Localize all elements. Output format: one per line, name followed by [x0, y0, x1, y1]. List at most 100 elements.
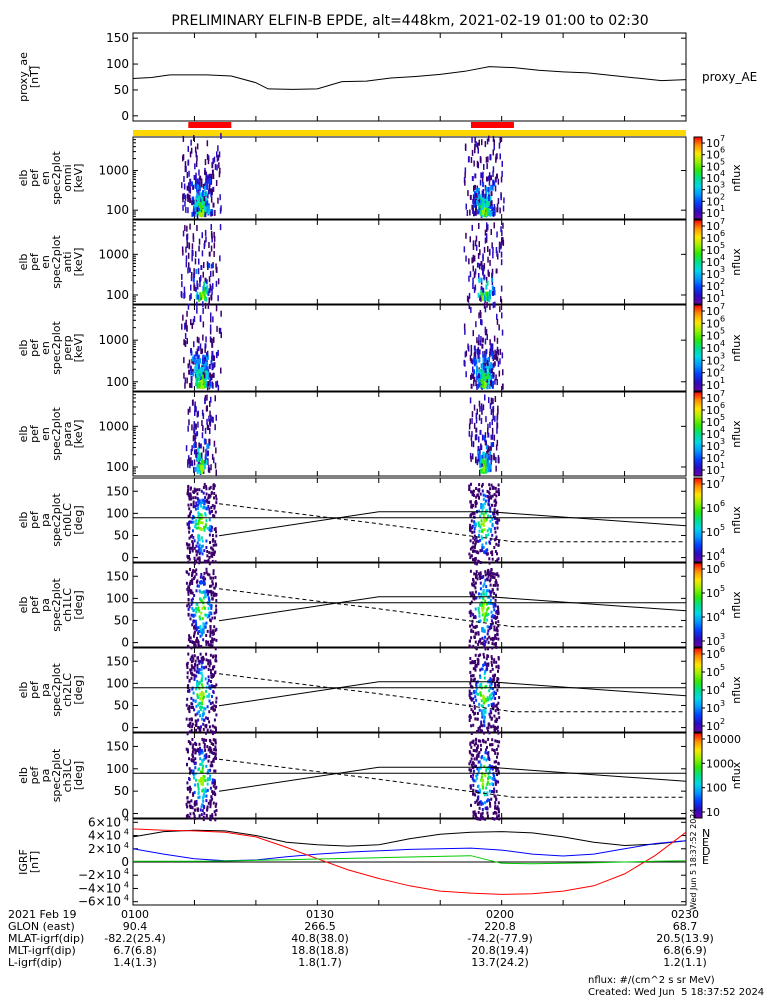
spec-pixel [187, 514, 190, 518]
spec-pixel [198, 630, 201, 633]
spec-pixel [491, 419, 493, 426]
spec-pixel [500, 285, 503, 292]
spec-pixel [498, 457, 500, 464]
spec-pixel [196, 307, 198, 314]
footer-value: 220.8 [484, 920, 516, 933]
spec-pixel [215, 447, 217, 454]
spec-pixel [189, 487, 192, 491]
spec-pixel [470, 753, 473, 757]
spec-pixel [487, 726, 490, 730]
spec-pixel [212, 158, 214, 165]
spec-pixel [475, 244, 478, 251]
spec-pixel [473, 691, 476, 695]
spec-pixel [197, 535, 200, 539]
spec-pixel [209, 400, 211, 407]
spec-pixel [472, 630, 475, 634]
spec-pixel [197, 459, 200, 465]
spec-pixel [194, 211, 197, 217]
science-zone-bar-1 [470, 122, 514, 128]
spec-pixel [480, 709, 483, 713]
spec-pixel [480, 445, 483, 450]
spec-pixel [473, 351, 476, 357]
spec-pixel [475, 199, 478, 205]
spec-pixel [495, 811, 498, 815]
spec-pixel [201, 420, 203, 427]
spec-pixel [492, 702, 495, 706]
spec-pixel [487, 498, 490, 502]
spec-pixel [206, 782, 209, 786]
spec-pixel [212, 514, 215, 518]
spec-pixel [207, 158, 210, 165]
spec-pixel [474, 646, 477, 650]
spec-pixel [192, 250, 194, 257]
spec-pixel [195, 351, 198, 357]
spec-pixel [472, 792, 474, 796]
spec-pixel [204, 454, 207, 459]
cbar-tick-exp: 2 [720, 364, 725, 373]
spec-pixel [185, 570, 188, 574]
spec-pixel [482, 376, 485, 382]
spec-pixel [485, 186, 488, 192]
cbar-tick-label: 10 [706, 702, 720, 715]
spec-pixel [475, 380, 477, 387]
spec-pixel [477, 353, 480, 359]
spec-pixel [197, 198, 200, 204]
spec-pixel [202, 727, 205, 731]
spec-pixel [470, 374, 472, 380]
spec-pixel [482, 382, 485, 388]
spec-pixel [495, 351, 498, 357]
spec-pixel [194, 410, 196, 416]
ylabel-line: elb [17, 682, 30, 699]
spec-pixel [189, 406, 191, 413]
spec-pixel [205, 723, 208, 727]
spec-pixel [186, 644, 189, 648]
spec-pixel [480, 203, 483, 209]
spec-pixel [472, 515, 475, 519]
spec-pixel [202, 505, 205, 509]
spec-pixel [209, 643, 212, 647]
spec-pixel [206, 805, 209, 809]
spec-pixel [193, 459, 196, 466]
spec-pixel [197, 659, 200, 663]
spec-pixel [474, 524, 477, 528]
spec-pixel [486, 509, 489, 513]
spec-pixel [474, 607, 477, 611]
spec-pixel [492, 290, 494, 296]
spec-pixel [209, 702, 212, 705]
spec-pixel [194, 783, 197, 787]
spec-pixel [502, 222, 504, 229]
footer-row-label: MLAT-igrf(dip) [8, 932, 85, 945]
spec-pixel [199, 292, 202, 298]
spec-pixel [489, 694, 491, 698]
spec-pixel [209, 285, 212, 291]
spec-pixel [499, 358, 501, 365]
spec-pixel [203, 571, 206, 575]
spec-pixel [485, 291, 487, 297]
spec-pixel [494, 621, 497, 625]
spec-pixel [183, 339, 185, 346]
spec-pixel [489, 598, 492, 602]
spec-pixel [189, 512, 192, 516]
spec-pixel [207, 801, 210, 805]
spec-pixel [205, 567, 208, 571]
spec-pixel [186, 675, 189, 679]
spec-pixel [204, 779, 207, 782]
spec-pixel [214, 395, 216, 402]
spec-pixel [193, 814, 196, 818]
spec-pixel [488, 764, 491, 768]
spec-pixel [187, 612, 190, 616]
spec-pixel [202, 354, 205, 360]
spec-pixel [500, 194, 502, 201]
spec-pixel [204, 206, 207, 212]
ytick-exp: 4 [124, 828, 129, 837]
spec-pixel [190, 497, 193, 501]
spec-pixel [480, 418, 483, 424]
spec-pixel [193, 268, 195, 275]
spec-pixel [213, 792, 216, 796]
spec-pixel [488, 557, 491, 561]
spec-pixel [494, 719, 497, 723]
spec-pixel [490, 409, 493, 415]
spec-pixel [187, 585, 190, 589]
spec-pixel [477, 340, 480, 346]
spec-pixel [473, 743, 476, 747]
